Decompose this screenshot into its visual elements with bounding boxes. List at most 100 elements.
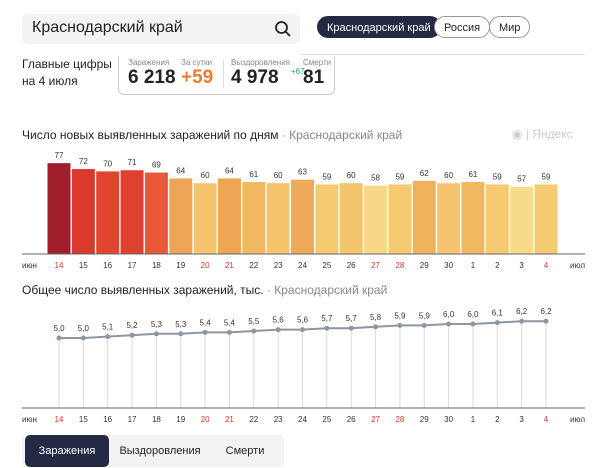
bar-value-label: 64 <box>225 166 234 175</box>
x-tick-label: 23 <box>274 261 283 270</box>
region-pill-world[interactable]: Мир <box>489 16 531 38</box>
bar-value-label: 60 <box>274 171 283 180</box>
data-point <box>470 321 476 327</box>
bar-value-label: 77 <box>55 151 64 160</box>
search-input[interactable]: Краснодарский край <box>22 14 300 44</box>
data-point <box>446 321 452 327</box>
summary-label-line1: Главные цифры <box>22 57 112 71</box>
bar-value-label: 60 <box>444 171 453 180</box>
point-value-label: 5,9 <box>419 311 431 320</box>
deaths-label: Смерти <box>303 58 332 67</box>
data-point <box>80 335 86 341</box>
data-point <box>324 325 330 331</box>
bar-value-label: 61 <box>468 170 477 179</box>
point-value-label: 5,7 <box>346 314 358 323</box>
data-point <box>178 331 184 337</box>
point-value-label: 6,0 <box>443 310 455 319</box>
summary-stats-card: Заражения 6 218 За сутки +59 Выздоровлен… <box>118 56 335 95</box>
x-tick-label: 25 <box>322 261 331 270</box>
point-value-label: 5,4 <box>224 318 236 327</box>
data-point <box>202 329 208 335</box>
x-tick-label: 27 <box>371 261 380 270</box>
data-point <box>519 318 525 324</box>
x-tick-label: 21 <box>225 261 234 270</box>
region-pill-krasnodar[interactable]: Краснодарский край <box>317 16 441 38</box>
x-tick-label: 1 <box>471 415 476 424</box>
data-point <box>226 329 232 335</box>
tab-deaths[interactable]: Смерти <box>225 445 265 457</box>
data-point <box>153 331 159 337</box>
point-value-label: 5,9 <box>394 311 406 320</box>
x-tick-label: 14 <box>55 415 64 424</box>
bar-value-label: 59 <box>322 172 331 181</box>
bar-value-label: 58 <box>371 174 380 183</box>
bar-value-label: 59 <box>493 172 502 181</box>
bar-value-label: 64 <box>176 166 185 175</box>
bar <box>485 184 509 254</box>
bar <box>96 171 120 254</box>
bar <box>461 182 485 254</box>
bar <box>534 184 558 254</box>
bar-value-label: 60 <box>347 171 356 180</box>
bar-value-label: 72 <box>79 157 88 166</box>
x-tick-label: 15 <box>79 415 88 424</box>
infections-label: Заражения <box>128 58 170 67</box>
x-tick-label: 19 <box>176 261 185 270</box>
data-point <box>543 318 549 324</box>
bar <box>315 184 339 254</box>
stats-divider <box>223 60 224 88</box>
point-value-label: 5,6 <box>273 316 285 325</box>
x-tick-label: 21 <box>225 415 234 424</box>
recoveries-delta: +67 <box>291 67 305 76</box>
bar <box>242 182 266 254</box>
x-tick-label: 4 <box>544 261 549 270</box>
bar <box>169 178 193 254</box>
bar-value-label: 63 <box>298 168 307 177</box>
bar <box>144 172 168 254</box>
x-tick-label: 2 <box>495 261 500 270</box>
line-chart: 5,0 5,0 5,1 5,2 5,3 5,3 5,4 5,4 5,5 5,6 5,6 5,7 5,7 5… <box>22 307 585 424</box>
region-pill-russia[interactable]: Россия <box>434 16 491 38</box>
point-value-label: 6,2 <box>516 307 528 316</box>
search-icon[interactable] <box>274 20 292 38</box>
x-tick-label: 18 <box>152 415 161 424</box>
x-tick-label: 28 <box>395 415 404 424</box>
bar-value-label: 57 <box>517 175 526 184</box>
bar-chart: 77 72 70 71 69 64 60 64 61 60 63 59 60 58 59 62 60 61 59 57… <box>22 151 585 270</box>
bar-value-label: 69 <box>152 161 161 170</box>
x-tick-label: 3 <box>519 415 524 424</box>
x-tick-label: 24 <box>298 415 307 424</box>
data-point <box>397 322 403 328</box>
search-value: Краснодарский край <box>32 19 183 36</box>
point-value-label: 5,2 <box>126 321 138 330</box>
bar <box>47 163 71 254</box>
data-point <box>105 334 111 340</box>
x-tick-label: 1 <box>471 261 476 270</box>
x-tick-label: 4 <box>544 415 549 424</box>
daily-label: За сутки <box>181 58 213 67</box>
data-point <box>275 327 281 333</box>
line-chart-subtitle: Краснодарский край <box>274 283 388 297</box>
bar <box>437 183 461 254</box>
bar-chart-title: Число новых выявленных заражений по дням… <box>22 128 403 142</box>
x-tick-label: 17 <box>128 261 137 270</box>
data-point <box>494 320 500 326</box>
x-tick-label: 29 <box>420 415 429 424</box>
tab-recoveries[interactable]: Выздоровления <box>119 445 201 457</box>
bar <box>266 183 290 254</box>
point-value-label: 6,2 <box>540 307 552 316</box>
x-tick-label: 20 <box>201 261 210 270</box>
bar <box>339 183 363 254</box>
x-tick-label: 29 <box>420 261 429 270</box>
point-value-label: 5,6 <box>297 316 309 325</box>
data-point <box>129 332 135 338</box>
x-tick-label: 18 <box>152 261 161 270</box>
recoveries-label: Выздоровления <box>231 58 290 67</box>
point-value-label: 5,0 <box>78 324 90 333</box>
bar-chart-subtitle: Краснодарский край <box>289 128 403 142</box>
bar-value-label: 59 <box>542 172 551 181</box>
x-tick-label: 19 <box>176 415 185 424</box>
summary-date: на 4 июля <box>22 74 78 88</box>
deaths-value: 81 <box>303 67 325 88</box>
tab-infections[interactable]: Заражения <box>25 435 109 467</box>
